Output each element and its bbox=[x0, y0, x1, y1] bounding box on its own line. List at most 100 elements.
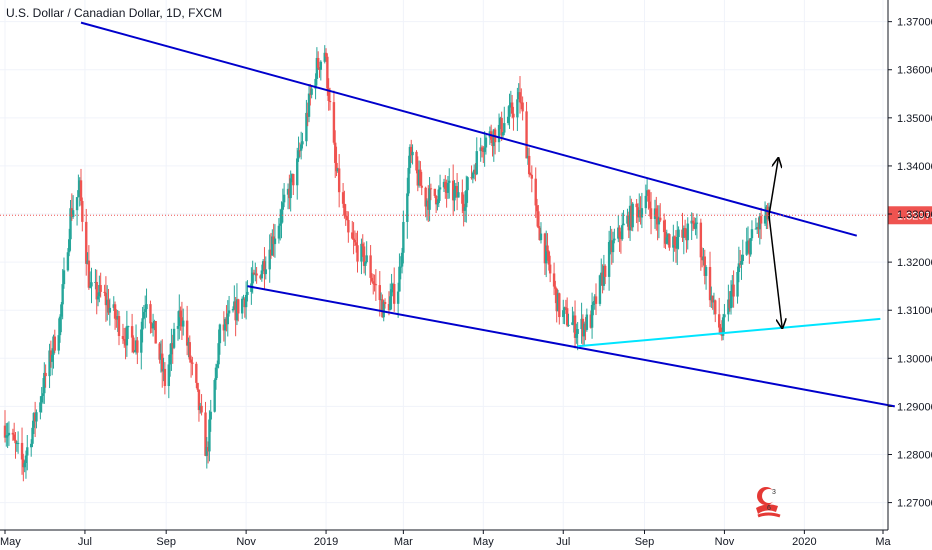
candle-body bbox=[336, 168, 340, 172]
trendline-upper bbox=[80, 21, 858, 237]
candle-body bbox=[15, 442, 18, 444]
candle-body bbox=[328, 101, 332, 103]
candle-body bbox=[130, 326, 134, 338]
candle-body bbox=[555, 288, 558, 312]
candle-body bbox=[691, 220, 695, 223]
candle-body bbox=[33, 413, 37, 422]
candle-body bbox=[499, 117, 502, 125]
candle-body bbox=[52, 336, 55, 355]
candle-body bbox=[235, 299, 239, 321]
candle-body bbox=[552, 273, 556, 287]
candle-body bbox=[554, 286, 557, 289]
candle-body bbox=[108, 307, 112, 313]
candle-body bbox=[732, 284, 735, 297]
candle-body bbox=[50, 354, 54, 362]
candle-body bbox=[415, 151, 418, 171]
candle-body bbox=[492, 129, 495, 147]
candle-body bbox=[408, 146, 412, 168]
candle-body bbox=[268, 249, 271, 270]
candle-body bbox=[246, 291, 249, 295]
candle-body bbox=[672, 236, 675, 248]
y-tick-label: 1.27000 bbox=[897, 498, 932, 510]
candle-body bbox=[209, 411, 212, 420]
candle-body bbox=[379, 299, 383, 301]
candle-body bbox=[121, 336, 125, 339]
candle-body bbox=[558, 293, 561, 318]
candle-body bbox=[5, 435, 8, 438]
candle-body bbox=[142, 312, 146, 319]
candle-body bbox=[213, 380, 216, 412]
candle-body bbox=[272, 236, 275, 245]
candle-body bbox=[538, 227, 541, 241]
candle-body bbox=[95, 281, 98, 300]
candle-body bbox=[178, 310, 181, 327]
candle-body bbox=[124, 340, 127, 346]
candle-body bbox=[20, 442, 24, 460]
candle-body bbox=[480, 147, 484, 151]
candle-body bbox=[96, 296, 100, 300]
candle-body bbox=[613, 238, 616, 241]
candle-body bbox=[281, 202, 285, 210]
candle-body bbox=[98, 285, 101, 297]
candle-body bbox=[382, 302, 385, 318]
x-tick-label: Nov bbox=[236, 536, 256, 548]
candle-body bbox=[433, 188, 437, 196]
candle-body bbox=[292, 174, 295, 186]
candle-body bbox=[463, 207, 467, 211]
candle-body bbox=[673, 236, 676, 246]
candle-body bbox=[244, 294, 248, 308]
candle-body bbox=[31, 427, 34, 444]
candle-body bbox=[94, 281, 97, 283]
candle-body bbox=[12, 434, 16, 440]
candle-body bbox=[693, 222, 696, 229]
candle-body bbox=[508, 105, 511, 117]
candle-body bbox=[543, 233, 547, 264]
candle-body bbox=[133, 351, 136, 353]
candle-body bbox=[179, 310, 182, 318]
candle-body bbox=[664, 232, 667, 244]
candle-body bbox=[609, 240, 612, 242]
candle-body bbox=[429, 188, 433, 190]
candle-body bbox=[16, 442, 20, 444]
candle-body bbox=[370, 277, 374, 282]
candle-body bbox=[290, 174, 294, 179]
candle-body bbox=[373, 283, 376, 285]
candle-body bbox=[136, 340, 139, 353]
candle-body bbox=[563, 307, 566, 311]
candle-body bbox=[263, 261, 266, 275]
candle-body bbox=[717, 314, 721, 328]
candle-body bbox=[457, 192, 460, 198]
price-label-bg bbox=[888, 206, 932, 225]
candle-body bbox=[199, 405, 202, 411]
candle-body bbox=[282, 194, 286, 203]
candle-body bbox=[576, 329, 579, 334]
candle-body bbox=[305, 112, 308, 142]
candle-body bbox=[307, 93, 311, 117]
candle-body bbox=[172, 328, 176, 348]
candle-body bbox=[180, 317, 184, 327]
y-tick-label: 1.37000 bbox=[897, 17, 932, 29]
candle-body bbox=[649, 208, 653, 219]
candle-body bbox=[158, 343, 161, 360]
candle-body bbox=[299, 144, 303, 151]
candle-body bbox=[593, 296, 596, 303]
candle-body bbox=[337, 168, 341, 193]
candle-body bbox=[222, 324, 226, 331]
candle-body bbox=[592, 302, 595, 305]
candle-body bbox=[61, 284, 64, 305]
candle-body bbox=[475, 151, 478, 175]
x-tick-label: 2019 bbox=[314, 536, 338, 548]
candle-body bbox=[365, 255, 368, 263]
candle-body bbox=[66, 252, 70, 271]
candle-body bbox=[223, 318, 227, 331]
y-tick-label: 1.33000 bbox=[897, 209, 932, 221]
candlestick-series bbox=[3, 45, 771, 482]
candle-body bbox=[497, 124, 501, 143]
candle-body bbox=[621, 225, 624, 240]
candle-body bbox=[6, 435, 9, 437]
candle-body bbox=[185, 320, 189, 346]
candle-body bbox=[344, 215, 347, 217]
candle-body bbox=[546, 245, 549, 252]
candle-body bbox=[537, 211, 540, 228]
